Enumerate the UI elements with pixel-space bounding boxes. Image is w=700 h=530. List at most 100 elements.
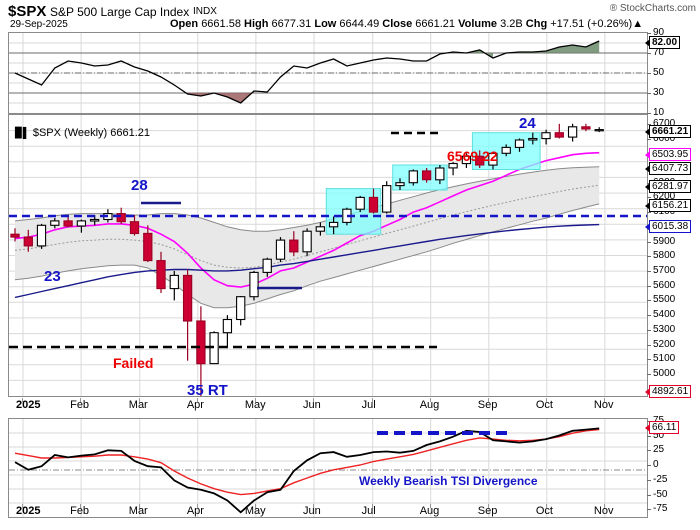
x-axis-label: Mar (128, 505, 148, 517)
tsi-panel: Weekly Bearish TSI Divergence (8, 418, 648, 518)
x-axis-label: 2025 (16, 505, 41, 517)
x-axis-label: Aug (419, 399, 440, 411)
x-axis-tick (254, 504, 256, 508)
tsi-tick: -75 (646, 503, 667, 514)
x-axis-label: Jun (302, 505, 321, 517)
chg-up-arrow-icon: ▲ (632, 18, 644, 30)
price-tick: 5300 (646, 324, 675, 335)
x-axis-tick (371, 504, 373, 508)
candle-body (581, 126, 591, 130)
x-axis-tick (312, 398, 314, 402)
x-axis-label: May (244, 399, 266, 411)
rsi-panel (8, 32, 648, 114)
rsi-tick: 30 (646, 87, 664, 98)
x-axis-tick (487, 504, 489, 508)
x-axis-label: May (244, 505, 266, 517)
x-axis-label: Sep (477, 399, 498, 411)
x-axis-bottom: 2025 Feb Mar Apr May Jun Jul Aug Sep Oct Nov (8, 504, 648, 522)
x-axis-label: Apr (186, 399, 204, 411)
candle-body (236, 296, 246, 321)
annotation-24: 24 (519, 115, 536, 132)
candle-body (289, 239, 299, 253)
price-tick: 6600 (646, 133, 675, 144)
annotation-28: 28 (131, 177, 148, 194)
price-tick: 5400 (646, 309, 675, 320)
sma-blue-chip: 6015.38 (644, 219, 692, 233)
x-axis-label: Apr (186, 505, 204, 517)
tsi-tick: -50 (646, 489, 667, 500)
candle-body (89, 218, 100, 222)
price-panel: ▉▌ $SPX (Weekly) 6661.21 28 23 24 35 RT … (8, 114, 648, 399)
candle-body (514, 139, 525, 148)
candle-body (182, 274, 193, 322)
rsi-plot (9, 33, 647, 113)
candle-body (461, 155, 472, 165)
candle-body (222, 318, 233, 334)
x-axis-tick (138, 398, 140, 402)
rsi-tick: 10 (646, 107, 664, 118)
price-plot (9, 115, 647, 396)
open-value: 6661.58 (201, 18, 241, 30)
candle-body (395, 182, 405, 187)
candle-body (567, 126, 578, 138)
ema-magenta-chip: 6503.95 (644, 147, 692, 161)
x-axis-label: Feb (70, 399, 90, 411)
candle-body (143, 232, 153, 262)
x-axis-tick (545, 504, 547, 508)
sma-blue-line (14, 223, 600, 299)
candle-body (408, 170, 418, 184)
candle-body (501, 146, 511, 154)
candle-body (129, 221, 140, 235)
candle-body (435, 167, 445, 181)
candlestick-series (10, 123, 604, 396)
lower-band-chip: 4892.61 (644, 384, 692, 398)
bb-middle-chip: 6281.97 (644, 180, 692, 194)
rsi-tick: 90 (646, 27, 664, 38)
candle-body (382, 185, 392, 213)
candle-body (448, 162, 458, 169)
candle-body (528, 137, 538, 141)
price-tick: 6200 (646, 191, 675, 202)
tsi-value-chip: 66.11 (644, 421, 680, 435)
tsi-tick: -25 (646, 474, 667, 485)
tsi-line (14, 427, 600, 514)
x-axis-tick (254, 398, 256, 402)
x-axis-tick (196, 398, 198, 402)
price-tick: 5800 (646, 250, 675, 261)
open-label: Open (170, 18, 199, 30)
rsi-tick: 70 (646, 47, 664, 58)
candle-body (36, 224, 47, 247)
chg-value: +17.51 (+0.26%) (550, 18, 633, 30)
candle-body (328, 221, 339, 228)
candle-body (50, 220, 60, 226)
x-axis-tick (196, 504, 198, 508)
low-value: 6644.49 (339, 18, 380, 30)
candle-body (594, 129, 604, 132)
candle-body (63, 220, 73, 227)
x-axis-tick (22, 398, 24, 402)
x-axis-label: Feb (70, 505, 90, 517)
candle-body (315, 226, 325, 232)
candle-body (475, 155, 485, 166)
price-close-chip: 6661.21 (644, 124, 692, 138)
x-axis-tick (371, 398, 373, 402)
candle-body (116, 213, 126, 223)
candle-body (421, 170, 432, 181)
close-label: Close (382, 18, 413, 30)
x-axis-label: Nov (593, 399, 614, 411)
symbol-ticker: $SPX (8, 3, 47, 20)
series-legend-text: $SPX (Weekly) 6661.21 (32, 127, 151, 139)
candle-body (169, 274, 179, 290)
quote-bar: Open 6661.58 High 6677.31 Low 6644.49 Cl… (170, 18, 643, 30)
quote-date: 29-Sep-2025 (10, 19, 68, 30)
rsi-tick: 50 (646, 67, 664, 78)
bollinger-lower-line (14, 203, 600, 309)
annotation-6569: 6569.22 (447, 148, 498, 164)
symbol-description: S&P 500 Large Cap Index (50, 5, 190, 19)
chart-header: $SPX S&P 500 Large Cap Index INDX 29-Sep… (0, 0, 700, 32)
candle-body (275, 239, 286, 260)
volume-label: Volume (458, 18, 498, 30)
x-axis-tick (138, 504, 140, 508)
x-axis-label: Oct (535, 399, 553, 411)
price-tick: 5500 (646, 294, 675, 305)
